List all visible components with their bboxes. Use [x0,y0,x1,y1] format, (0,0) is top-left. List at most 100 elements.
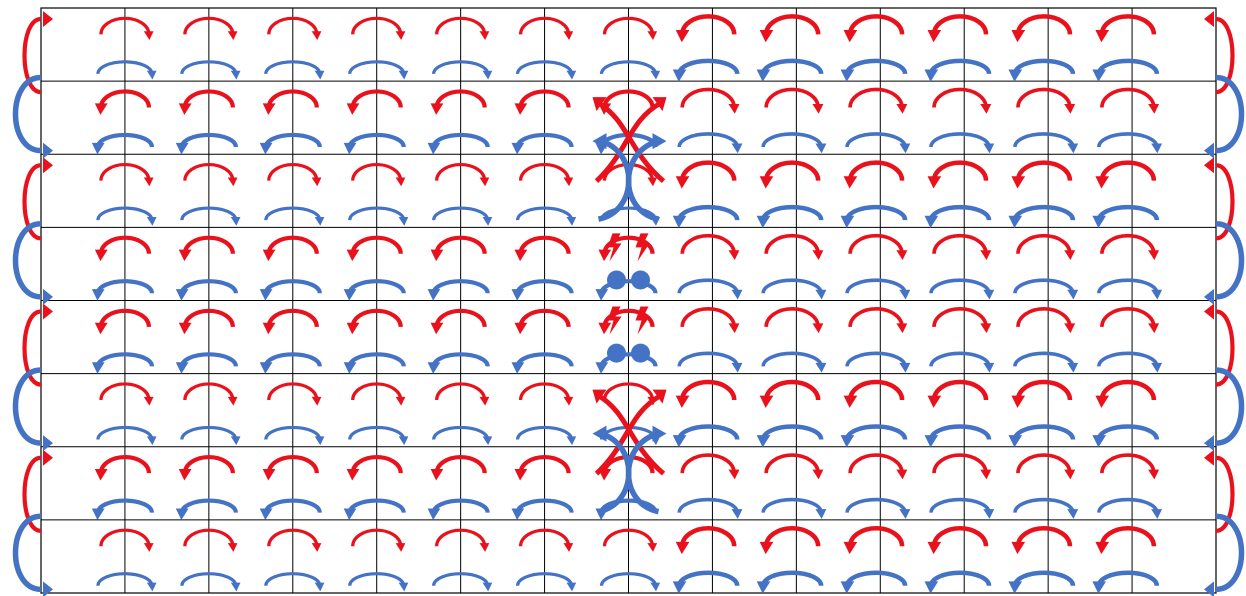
blue-rotation-arrow [1097,497,1163,519]
red-rotation-arrow [430,308,487,335]
red-rotation-arrow-head [479,31,490,40]
blue-rotation-arrow [761,278,827,300]
blue-rotation-arrow-head [398,216,409,226]
blue-rotation-arrow [840,424,908,448]
red-rotation-arrow-arc [99,16,151,35]
blue-rotation-arrow [672,570,740,594]
blue-rotation-arrow-arc [95,352,155,367]
blue-rotation-arrow-head [259,362,273,374]
red-rotation-arrow [602,528,658,552]
red-rotation-arrow-arc [764,307,820,327]
red-rotation-arrow [430,455,487,481]
red-rotation-arrow-head [514,322,528,335]
blue-rotation-arrow [599,60,661,80]
red-rotation-arrow [932,453,992,480]
red-rotation-arrow-arc [847,525,905,547]
red-rotation-arrow-head [430,103,444,115]
red-rotation-arrow-arc [679,525,737,547]
blue-rotation-arrow [175,498,238,520]
blue-rotation-arrow-head [1067,289,1079,300]
red-rotation-arrow-head [1064,250,1076,261]
red-rotation-arrow-head [395,396,406,406]
blue-rotation-arrow-head [650,70,661,80]
left-edge-loop-red [22,157,53,241]
red-rotation-arrow [1100,233,1160,261]
left-edge-loop-red [22,449,53,533]
blue-dot [607,343,626,363]
blue-rotation-arrow-arc [264,572,322,586]
red-rotation-arrow [351,163,406,187]
red-rotation-arrow [99,528,154,552]
red-rotation-arrow-head [759,395,774,408]
blue-rotation-arrow [91,498,155,520]
blue-rotation-arrow [756,424,824,448]
red-rotation-arrow-head [598,249,612,262]
edge-loop-head [43,288,53,305]
blue-rotation-arrow-head [314,70,325,80]
red-crossing-curve [594,100,662,183]
red-rotation-arrow [932,87,992,114]
red-rotation-arrow-arc [182,89,235,108]
red-rotation-arrow-head [143,177,154,187]
red-rotation-arrow [430,235,487,262]
red-rotation-arrow-arc [267,528,319,547]
blue-rotation-arrow-head [91,508,105,520]
blue-rotation-arrow-head [983,509,995,519]
blue-rotation-arrow [343,132,406,155]
red-crossing-head [652,97,667,112]
red-rotation-arrow-arc [98,455,152,474]
blue-rotation-arrow-arc [96,60,154,75]
blue-rotation-arrow-arc [844,570,908,587]
blue-rotation-arrow [1008,424,1076,448]
right-edge-loop-blue [1204,220,1245,305]
red-rotation-arrow-arc [680,233,737,254]
blue-rotation-arrow-arc [432,206,490,221]
red-rotation-arrow [843,14,905,43]
blue-rotation-arrow [761,497,827,519]
blue-rotation-arrow-head [175,362,189,374]
red-rotation-arrow [518,382,574,406]
red-rotation-arrow-head [1148,323,1160,334]
blue-rotation-arrow-arc [1097,132,1159,148]
red-rotation-arrow-head [647,543,658,552]
red-rotation-arrow-arc [1100,87,1156,108]
blue-rotation-arrow-arc [928,570,992,587]
blue-rotation-arrow-arc [677,278,740,294]
blue-rotation-arrow-arc [95,279,155,294]
red-rotation-arrow [99,382,154,406]
red-rotation-arrow-arc [518,16,571,35]
left-edge-loop-blue [12,220,53,305]
red-rotation-arrow-head [927,395,942,408]
red-rotation-arrow-head [563,177,574,187]
red-rotation-arrow [94,89,152,115]
red-rotation-arrow-arc [932,453,988,474]
red-rotation-arrow [759,160,821,189]
red-rotation-arrow-arc [932,307,988,327]
red-rotation-arrow [518,163,574,187]
blue-rotation-arrow [1092,424,1160,448]
left-edge-loop-red [22,10,53,95]
red-rotation-arrow-head [311,396,322,406]
blue-rotation-arrow [91,279,155,301]
red-rotation-arrow-arc [1099,14,1157,35]
blue-crossing-curve [625,138,660,222]
blue-rotation-arrow-head [398,582,409,592]
blue-rotation-arrow-head [398,436,409,446]
red-rotation-arrow-arc [435,528,487,547]
red-rotation-arrow [598,235,655,262]
blue-rotation-arrow-head [731,143,743,154]
right-edge-loop-red [1204,449,1235,533]
blue-rotation-arrow-arc [760,204,824,221]
blue-rotation-arrow-arc [677,351,740,367]
red-rotation-arrow-arc [848,453,904,474]
blue-rotation-arrow-head [756,215,771,228]
blue-rotation-arrow [175,352,238,374]
blue-rotation-arrow [511,279,574,301]
blue-rotation-arrow-head [91,142,105,155]
blue-rotation-arrow-arc [95,498,155,513]
red-rotation-arrow [1100,87,1160,114]
blue-rotation-arrow-head [482,436,493,446]
blue-rotation-arrow-arc [180,60,238,75]
blue-rotation-arrow-head [427,508,441,520]
blue-rotation-arrow [924,58,992,82]
